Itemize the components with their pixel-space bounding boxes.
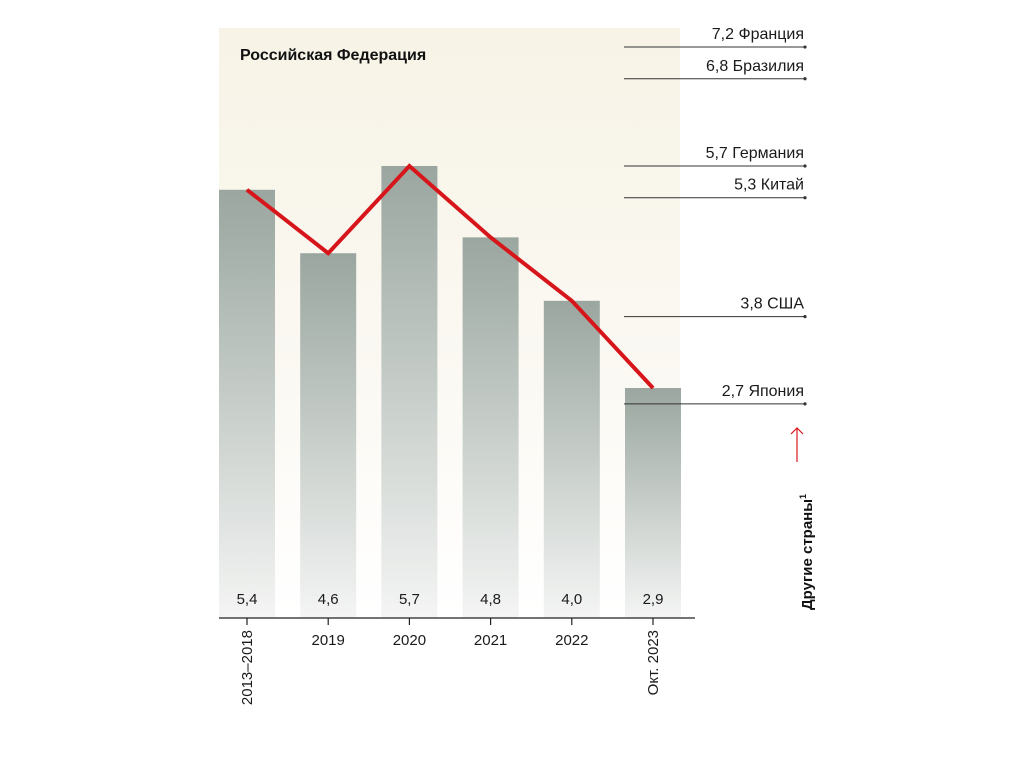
line-point (571, 300, 573, 302)
reference-label: 3,8 США (740, 296, 804, 313)
bar-value-label: 5,7 (399, 591, 420, 608)
bar (300, 253, 357, 618)
bar (543, 300, 600, 618)
reference-dot (803, 402, 807, 406)
reference-label: 5,7 Германия (706, 145, 804, 162)
side-title-footnote: 1 (798, 493, 808, 499)
region-title: Российская Федерация (240, 47, 427, 64)
bars-layer: 5,4 4,6 5,7 4,8 4,0 2,9 (219, 165, 681, 619)
bar-value-label: 4,6 (318, 591, 339, 608)
line-point (652, 387, 654, 389)
bar (462, 237, 519, 619)
x-tick-label: Окт. 2023 (645, 630, 662, 695)
up-arrow-icon (790, 427, 804, 462)
x-tick-label: 2022 (555, 632, 588, 649)
bar (381, 165, 438, 619)
side-title-text: Другие страны (799, 498, 816, 610)
side-title: Другие страны1 (798, 494, 816, 610)
line-point (490, 236, 492, 238)
reference-dot (803, 196, 807, 200)
bar-value-label: 4,8 (480, 591, 501, 608)
x-tick-label: 2013–2018 (239, 630, 256, 705)
bar-value-label: 4,0 (561, 591, 582, 608)
x-tick-label: 2021 (474, 632, 507, 649)
line-point (246, 189, 248, 191)
reference-dot (803, 315, 807, 319)
line-point (327, 252, 329, 254)
chart-background-panel (219, 28, 680, 618)
reference-layer: 7,2 Франция 6,8 Бразилия 5,7 Германия 5,3 К… (624, 26, 807, 406)
line-series (245, 163, 655, 390)
bar-value-label: 5,4 (237, 591, 258, 608)
reference-dot (803, 77, 807, 81)
bar (625, 388, 681, 618)
x-tick-label: 2019 (312, 632, 345, 649)
reference-dot (803, 45, 807, 49)
bar (219, 189, 275, 618)
axis-layer: 2013–2018 2019 2020 2021 2022 Окт. 2023 (239, 618, 662, 705)
reference-label: 2,7 Япония (722, 383, 804, 400)
bar-value-label: 2,9 (643, 591, 664, 608)
reference-label: 6,8 Бразилия (706, 58, 804, 75)
x-tick-label: 2020 (393, 632, 426, 649)
reference-dot (803, 164, 807, 168)
line-layer (245, 163, 655, 390)
line-point (408, 165, 410, 167)
reference-label: 7,2 Франция (712, 26, 804, 43)
reference-label: 5,3 Китай (734, 177, 804, 194)
